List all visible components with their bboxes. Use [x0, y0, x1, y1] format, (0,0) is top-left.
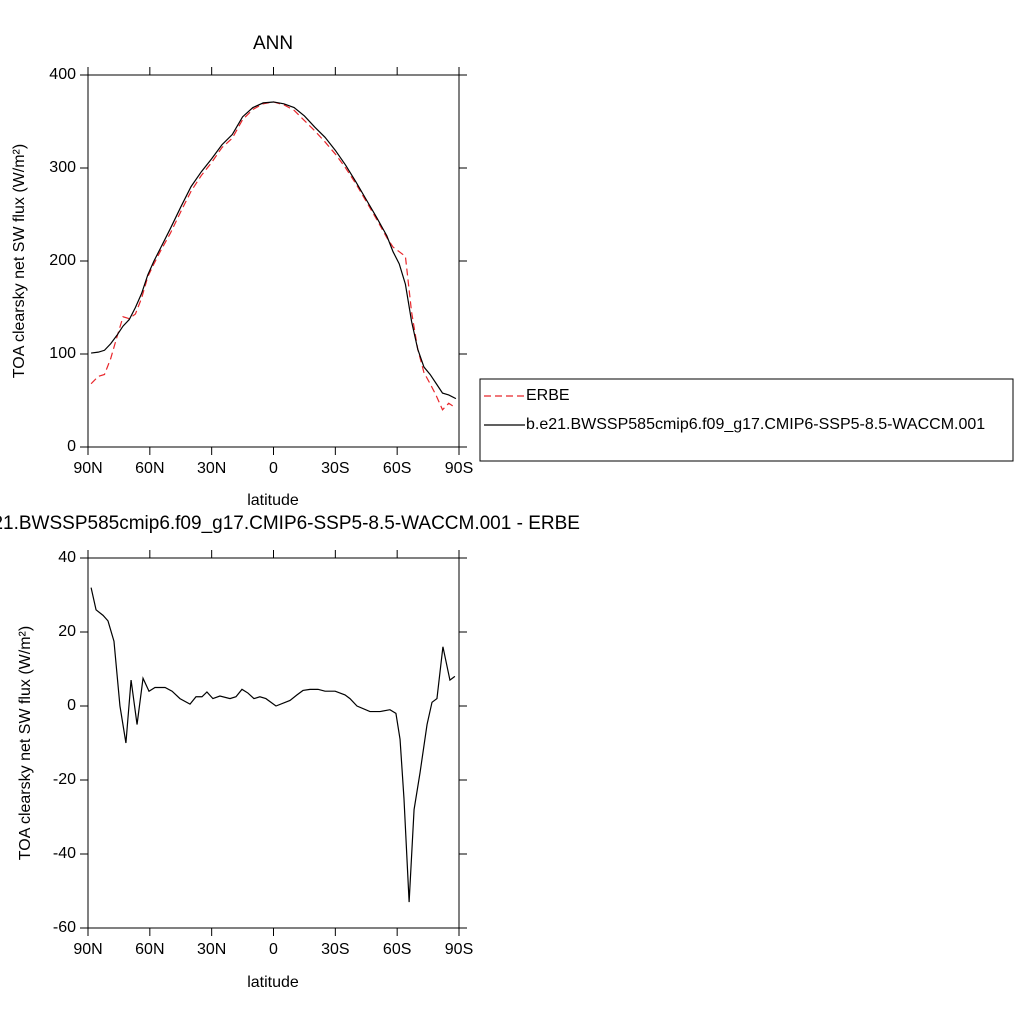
x-tick-label: 30N [197, 460, 226, 477]
legend-box [479, 378, 1014, 462]
x-tick-label: 30N [197, 941, 226, 958]
data-line [90, 101, 457, 411]
data-line [91, 101, 457, 400]
plot-frame [87, 557, 460, 929]
x-tick-label: 90N [73, 941, 102, 958]
x-tick-label: 0 [269, 460, 278, 477]
x-tick-label: 60S [383, 460, 411, 477]
y-tick-label: 300 [49, 159, 76, 176]
legend-label: b.e21.BWSSP585cmip6.f09_g17.CMIP6-SSP5-8… [526, 416, 985, 433]
y-tick-label: 20 [58, 623, 76, 640]
legend-label: ERBE [526, 387, 570, 404]
y-tick-label: -40 [53, 845, 76, 862]
x-tick-label: 90S [445, 460, 473, 477]
x-axis-label: latitude [247, 492, 299, 509]
y-tick-label: -60 [53, 919, 76, 936]
y-tick-label: -20 [53, 771, 76, 788]
y-axis-label: TOA clearsky net SW flux (W/m²) [11, 144, 28, 378]
y-tick-label: 200 [49, 252, 76, 269]
y-axis-label: TOA clearsky net SW flux (W/m²) [17, 626, 34, 860]
x-tick-label: 60N [135, 460, 164, 477]
x-tick-label: 60S [383, 941, 411, 958]
y-tick-label: 0 [67, 438, 76, 455]
y-tick-label: 0 [67, 697, 76, 714]
chart-title: ANN [253, 33, 293, 54]
x-tick-label: 90S [445, 941, 473, 958]
x-tick-label: 30S [321, 460, 349, 477]
chart-title: b.e21.BWSSP585cmip6.f09_g17.CMIP6-SSP5-8… [0, 513, 580, 534]
y-tick-label: 400 [49, 66, 76, 83]
x-axis-label: latitude [247, 974, 299, 991]
x-tick-label: 30S [321, 941, 349, 958]
x-tick-label: 90N [73, 460, 102, 477]
data-line [90, 587, 456, 903]
y-tick-label: 100 [49, 345, 76, 362]
x-tick-label: 0 [269, 941, 278, 958]
x-tick-label: 60N [135, 941, 164, 958]
y-tick-label: 40 [58, 549, 76, 566]
plot-frame [87, 74, 460, 448]
